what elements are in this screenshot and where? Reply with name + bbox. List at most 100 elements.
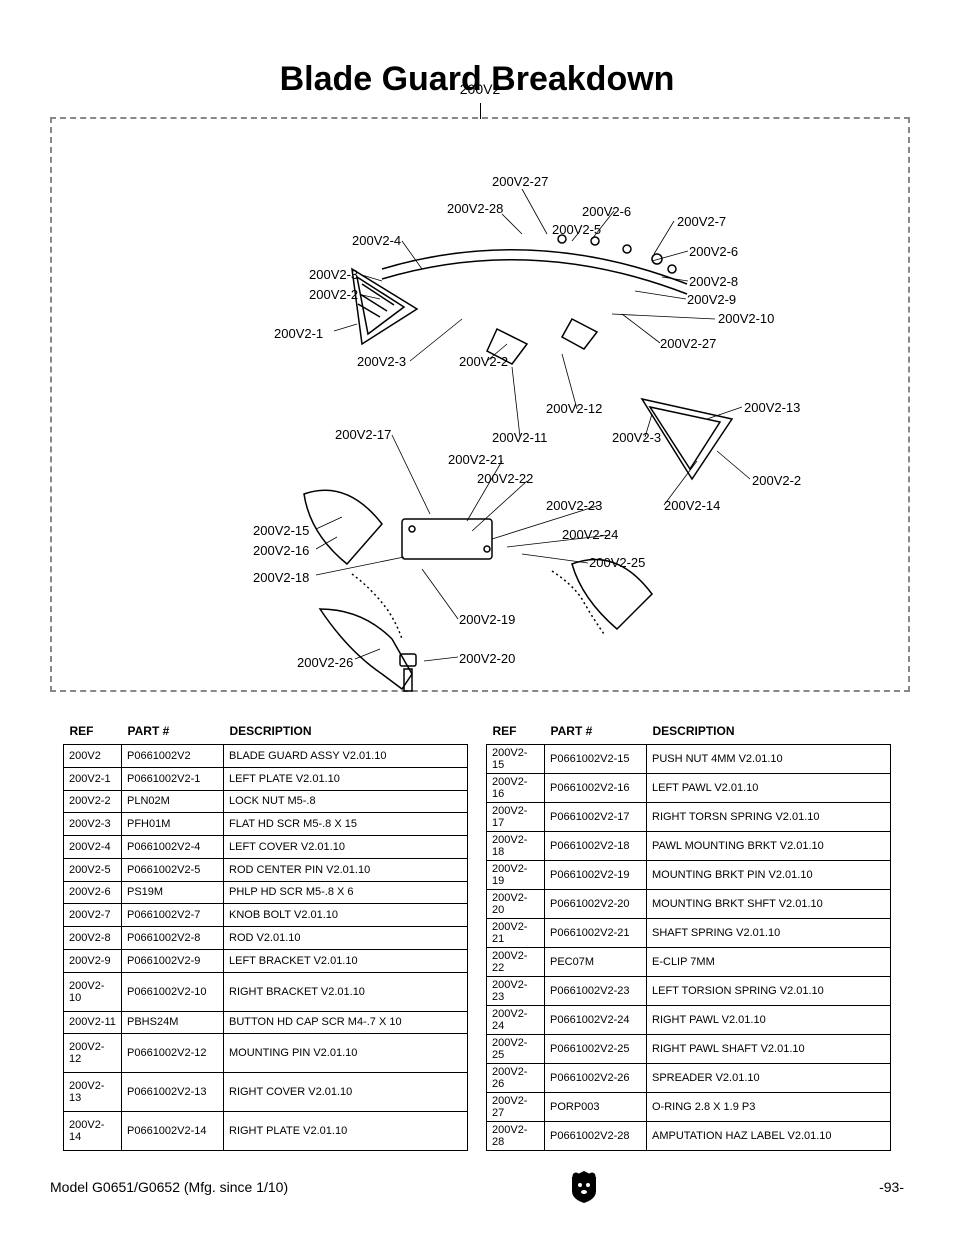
table-cell: P0661002V2-21 [545, 919, 647, 948]
table-cell: 200V2-25 [487, 1035, 545, 1064]
diagram-callout: 200V2-9 [687, 292, 736, 307]
diagram-callout: 200V2-20 [459, 651, 515, 666]
table-cell: 200V2-14 [64, 1111, 122, 1150]
diagram-callout: 200V2-14 [664, 498, 720, 513]
table-cell: ROD V2.01.10 [224, 927, 468, 950]
table-row: 200V2-27PORP003O-RING 2.8 X 1.9 P3 [487, 1093, 891, 1122]
table-cell: P0661002V2-23 [545, 977, 647, 1006]
diagram-callout: 200V2-3 [357, 354, 406, 369]
table-cell: 200V2-27 [487, 1093, 545, 1122]
table-cell: 200V2-11 [64, 1011, 122, 1034]
table-cell: RIGHT PLATE V2.01.10 [224, 1111, 468, 1150]
table-cell: PORP003 [545, 1093, 647, 1122]
page-footer: Model G0651/G0652 (Mfg. since 1/10) -93- [0, 1169, 954, 1205]
diagram-callout: 200V2-27 [660, 336, 716, 351]
diagram-callout: 200V2-6 [689, 244, 738, 259]
table-cell: FLAT HD SCR M5-.8 X 15 [224, 813, 468, 836]
table-cell: SPREADER V2.01.10 [647, 1064, 891, 1093]
table-cell: P0661002V2-28 [545, 1122, 647, 1151]
table-header: REF [487, 720, 545, 745]
table-cell: P0661002V2-25 [545, 1035, 647, 1064]
table-cell: SHAFT SPRING V2.01.10 [647, 919, 891, 948]
diagram-callout: 200V2-2 [752, 473, 801, 488]
table-row: 200V2-18P0661002V2-18PAWL MOUNTING BRKT … [487, 832, 891, 861]
table-row: 200V2-5P0661002V2-5ROD CENTER PIN V2.01.… [64, 858, 468, 881]
table-cell: PBHS24M [122, 1011, 224, 1034]
diagram-callout: 200V2-27 [492, 174, 548, 189]
table-cell: P0661002V2-26 [545, 1064, 647, 1093]
assembly-top-callout: 200V2 [460, 81, 500, 97]
table-cell: 200V2-13 [64, 1073, 122, 1112]
table-cell: 200V2-26 [487, 1064, 545, 1093]
table-cell: 200V2-2 [64, 790, 122, 813]
table-cell: 200V2 [64, 745, 122, 768]
diagram-callout: 200V2-8 [689, 274, 738, 289]
table-row: 200V2-4P0661002V2-4LEFT COVER V2.01.10 [64, 836, 468, 859]
table-cell: 200V2-17 [487, 803, 545, 832]
table-cell: P0661002V2-17 [545, 803, 647, 832]
table-cell: BUTTON HD CAP SCR M4-.7 X 10 [224, 1011, 468, 1034]
table-row: 200V2-28P0661002V2-28AMPUTATION HAZ LABE… [487, 1122, 891, 1151]
table-cell: PHLP HD SCR M5-.8 X 6 [224, 881, 468, 904]
table-cell: LEFT TORSION SPRING V2.01.10 [647, 977, 891, 1006]
table-cell: LEFT PAWL V2.01.10 [647, 774, 891, 803]
table-cell: ROD CENTER PIN V2.01.10 [224, 858, 468, 881]
table-row: 200V2-26P0661002V2-26SPREADER V2.01.10 [487, 1064, 891, 1093]
table-cell: 200V2-5 [64, 858, 122, 881]
table-cell: P0661002V2-24 [545, 1006, 647, 1035]
table-cell: MOUNTING BRKT SHFT V2.01.10 [647, 890, 891, 919]
table-row: 200V2-17P0661002V2-17RIGHT TORSN SPRING … [487, 803, 891, 832]
table-cell: PEC07M [545, 948, 647, 977]
table-cell: MOUNTING BRKT PIN V2.01.10 [647, 861, 891, 890]
diagram-callout: 200V2-25 [589, 555, 645, 570]
table-row: 200V2-9P0661002V2-9LEFT BRACKET V2.01.10 [64, 949, 468, 972]
diagram-callout: 200V2-1 [274, 326, 323, 341]
table-row: 200V2-20P0661002V2-20MOUNTING BRKT SHFT … [487, 890, 891, 919]
diagram-callout: 200V2-3 [612, 430, 661, 445]
table-cell: BLADE GUARD ASSY V2.01.10 [224, 745, 468, 768]
table-cell: 200V2-16 [487, 774, 545, 803]
table-cell: 200V2-12 [64, 1034, 122, 1073]
table-cell: P0661002V2 [122, 745, 224, 768]
diagram-callout: 200V2-22 [477, 471, 533, 486]
table-row: 200V2-13P0661002V2-13RIGHT COVER V2.01.1… [64, 1073, 468, 1112]
parts-table-right: REFPART #DESCRIPTION 200V2-15P0661002V2-… [486, 720, 891, 1151]
table-row: 200V2-1P0661002V2-1LEFT PLATE V2.01.10 [64, 767, 468, 790]
table-cell: 200V2-21 [487, 919, 545, 948]
table-row: 200V2-3PFH01MFLAT HD SCR M5-.8 X 15 [64, 813, 468, 836]
diagram-callout: 200V2-3 [309, 267, 358, 282]
diagram-callout: 200V2-23 [546, 498, 602, 513]
table-cell: RIGHT PAWL SHAFT V2.01.10 [647, 1035, 891, 1064]
table-cell: P0661002V2-10 [122, 972, 224, 1011]
table-header: PART # [122, 720, 224, 745]
diagram-callout: 200V2-11 [492, 430, 547, 445]
table-cell: 200V2-22 [487, 948, 545, 977]
table-cell: P0661002V2-13 [122, 1073, 224, 1112]
table-cell: O-RING 2.8 X 1.9 P3 [647, 1093, 891, 1122]
table-cell: P0661002V2-20 [545, 890, 647, 919]
table-cell: P0661002V2-1 [122, 767, 224, 790]
diagram-callout: 200V2-6 [582, 204, 631, 219]
table-row: 200V2-22PEC07ME-CLIP 7MM [487, 948, 891, 977]
diagram-callout: 200V2-13 [744, 400, 800, 415]
table-cell: P0661002V2-15 [545, 745, 647, 774]
table-row: 200V2-21P0661002V2-21SHAFT SPRING V2.01.… [487, 919, 891, 948]
table-cell: 200V2-1 [64, 767, 122, 790]
table-cell: 200V2-28 [487, 1122, 545, 1151]
exploded-diagram-area: 200V2 [50, 117, 910, 692]
table-cell: LEFT BRACKET V2.01.10 [224, 949, 468, 972]
table-row: 200V2-2PLN02MLOCK NUT M5-.8 [64, 790, 468, 813]
diagram-callout: 200V2-2 [459, 354, 508, 369]
diagram-callout: 200V2-17 [335, 427, 391, 442]
table-row: 200V2P0661002V2BLADE GUARD ASSY V2.01.10 [64, 745, 468, 768]
table-cell: 200V2-4 [64, 836, 122, 859]
table-cell: LOCK NUT M5-.8 [224, 790, 468, 813]
table-cell: RIGHT BRACKET V2.01.10 [224, 972, 468, 1011]
table-cell: P0661002V2-18 [545, 832, 647, 861]
diagram-callout: 200V2-10 [718, 311, 774, 326]
table-cell: E-CLIP 7MM [647, 948, 891, 977]
table-row: 200V2-16P0661002V2-16LEFT PAWL V2.01.10 [487, 774, 891, 803]
table-cell: 200V2-19 [487, 861, 545, 890]
diagram-callout: 200V2-12 [546, 401, 602, 416]
table-header: PART # [545, 720, 647, 745]
